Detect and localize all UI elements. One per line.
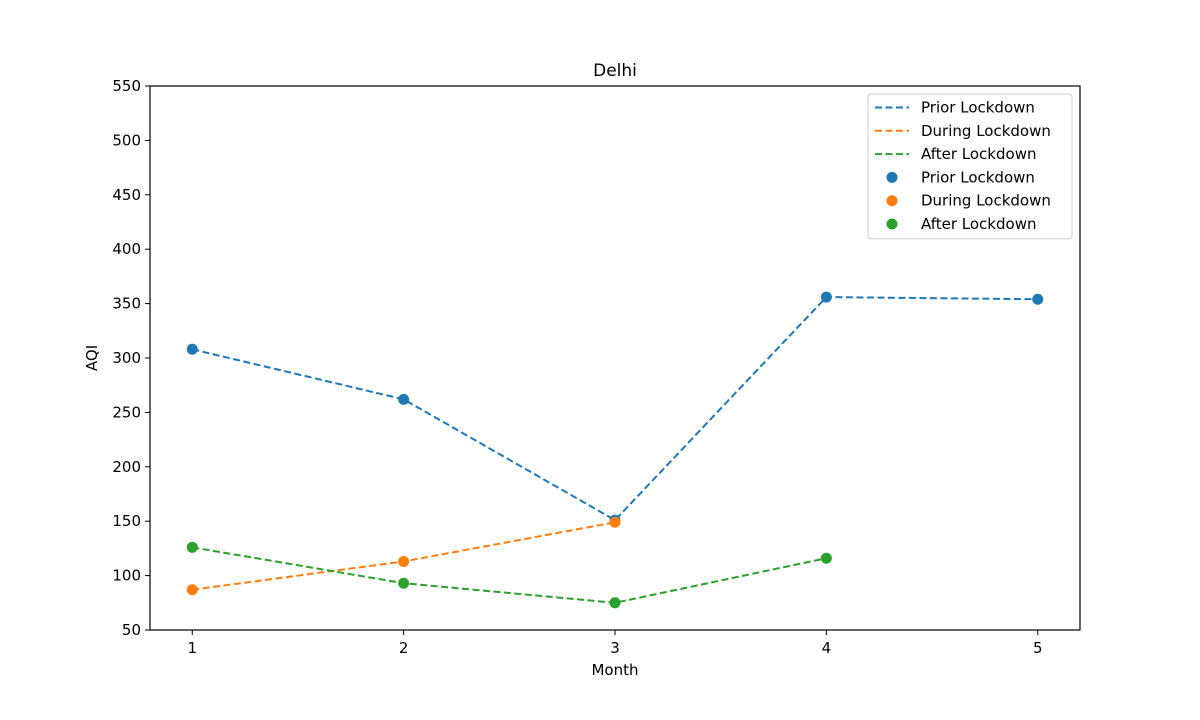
x-tick-label: 5 [1033, 639, 1043, 657]
series-1-point [820, 291, 832, 303]
series-3-point [609, 597, 621, 609]
series-1-point [186, 343, 198, 355]
y-tick-label: 100 [112, 567, 141, 585]
legend-label: After Lockdown [921, 215, 1036, 233]
x-tick-label: 4 [822, 639, 832, 657]
series-line-3 [192, 546, 827, 604]
y-tick-label: 250 [112, 403, 141, 421]
legend-label: During Lockdown [921, 192, 1051, 210]
legend: Prior Lockdown During Lockdown After Lockd… [867, 93, 1073, 240]
y-tick-label: 200 [112, 458, 141, 476]
legend-marker-swatch [886, 171, 898, 183]
series-layer [186, 291, 1044, 609]
y-tick-label: 550 [112, 77, 141, 95]
series-1-point [1032, 293, 1044, 305]
y-axis-label: AQI [83, 345, 101, 371]
x-tick-label: 2 [399, 639, 409, 657]
legend-marker-swatch [886, 195, 898, 207]
legend-marker-swatch [886, 218, 898, 230]
legend-label: After Lockdown [921, 145, 1036, 163]
x-tick-label: 3 [610, 639, 620, 657]
y-tick-label: 150 [112, 512, 141, 530]
series-2-point [609, 516, 621, 528]
y-tick-label: 400 [112, 240, 141, 258]
series-2-point [398, 555, 410, 567]
series-1-point [398, 393, 410, 405]
legend-box [867, 93, 1073, 240]
y-tick-label: 450 [112, 186, 141, 204]
series-line-1 [192, 296, 1038, 522]
series-3-point [398, 577, 410, 589]
chart-title: Delhi [593, 61, 637, 81]
legend-label: Prior Lockdown [921, 99, 1035, 117]
y-tick-label: 350 [112, 295, 141, 313]
series-3-point [820, 552, 832, 564]
series-3-point [186, 541, 198, 553]
x-tick-label: 1 [187, 639, 197, 657]
y-tick-label: 50 [122, 621, 141, 639]
x-axis-label: Month [591, 661, 638, 679]
plot-frame [149, 85, 1081, 631]
legend-label: Prior Lockdown [921, 168, 1035, 186]
series-2-point [186, 584, 198, 596]
y-tick-label: 500 [112, 131, 141, 149]
y-tick-label: 300 [112, 349, 141, 367]
legend-label: During Lockdown [921, 122, 1051, 140]
